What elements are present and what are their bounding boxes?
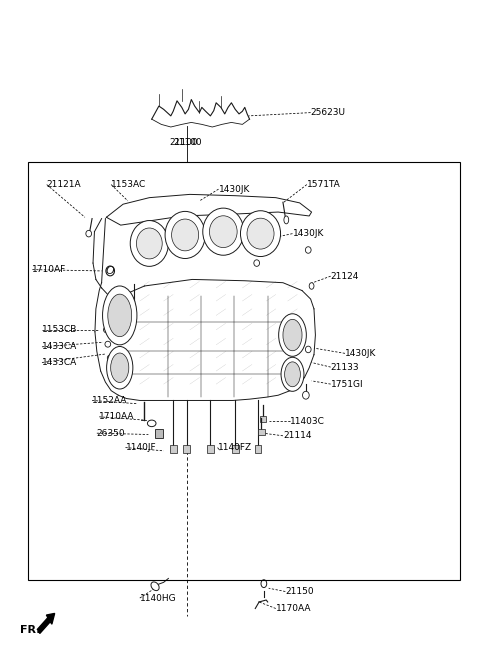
Ellipse shape	[111, 353, 129, 382]
Text: 21100: 21100	[173, 137, 202, 147]
Ellipse shape	[130, 221, 168, 266]
Text: 1170AA: 1170AA	[276, 604, 312, 613]
Text: 21124: 21124	[331, 271, 359, 281]
Text: 1140JF: 1140JF	[125, 443, 156, 452]
Bar	[207, 445, 214, 453]
Ellipse shape	[107, 346, 133, 389]
Bar	[260, 415, 266, 422]
Ellipse shape	[136, 228, 162, 259]
Ellipse shape	[240, 211, 281, 256]
Bar	[232, 445, 239, 453]
Text: 21100: 21100	[170, 137, 198, 147]
Text: 1710AF: 1710AF	[33, 265, 67, 274]
Ellipse shape	[302, 392, 309, 399]
Bar	[28, 162, 459, 580]
Text: 1140HG: 1140HG	[140, 593, 177, 602]
Ellipse shape	[104, 327, 109, 332]
Text: 1152AA: 1152AA	[92, 396, 127, 405]
Ellipse shape	[147, 420, 156, 426]
Text: 1571TA: 1571TA	[307, 180, 341, 189]
Ellipse shape	[305, 346, 311, 353]
Ellipse shape	[284, 216, 288, 224]
Text: 26350: 26350	[97, 428, 125, 438]
Text: 21133: 21133	[331, 363, 360, 372]
Ellipse shape	[209, 215, 237, 248]
Ellipse shape	[281, 357, 304, 392]
Ellipse shape	[151, 582, 159, 591]
Bar	[183, 445, 190, 453]
Text: O: O	[106, 266, 115, 276]
Ellipse shape	[103, 286, 137, 345]
Ellipse shape	[283, 319, 302, 351]
Ellipse shape	[105, 341, 111, 347]
Ellipse shape	[309, 283, 314, 289]
Ellipse shape	[203, 208, 244, 255]
Text: 1140FZ: 1140FZ	[217, 443, 252, 452]
Ellipse shape	[171, 219, 199, 251]
Text: 1710AA: 1710AA	[99, 413, 135, 421]
Text: 21114: 21114	[283, 431, 312, 440]
Ellipse shape	[108, 294, 132, 336]
Text: 1430JK: 1430JK	[345, 349, 376, 358]
Text: 25623U: 25623U	[311, 108, 346, 117]
Ellipse shape	[261, 579, 267, 587]
Bar	[258, 428, 265, 435]
Text: 1433CA: 1433CA	[42, 358, 77, 367]
FancyArrow shape	[37, 614, 55, 633]
Ellipse shape	[305, 247, 311, 253]
Ellipse shape	[106, 266, 115, 276]
Ellipse shape	[247, 218, 274, 249]
Text: FR.: FR.	[21, 625, 41, 635]
Text: 1153AC: 1153AC	[111, 180, 146, 189]
Ellipse shape	[285, 362, 300, 387]
Text: 21121A: 21121A	[47, 180, 81, 189]
Bar	[155, 429, 163, 438]
Text: 1153CB: 1153CB	[42, 325, 77, 334]
Ellipse shape	[254, 260, 260, 266]
Text: 1430JK: 1430JK	[292, 229, 324, 238]
Ellipse shape	[165, 212, 205, 258]
Text: 1430JK: 1430JK	[218, 185, 250, 194]
Text: 11403C: 11403C	[290, 417, 325, 426]
Text: 1433CA: 1433CA	[42, 342, 77, 351]
Ellipse shape	[86, 231, 92, 237]
Text: 21150: 21150	[285, 587, 314, 596]
Ellipse shape	[279, 314, 306, 356]
Ellipse shape	[108, 355, 113, 361]
Bar	[255, 445, 262, 453]
Bar	[170, 445, 177, 453]
Text: 1751GI: 1751GI	[331, 380, 363, 388]
